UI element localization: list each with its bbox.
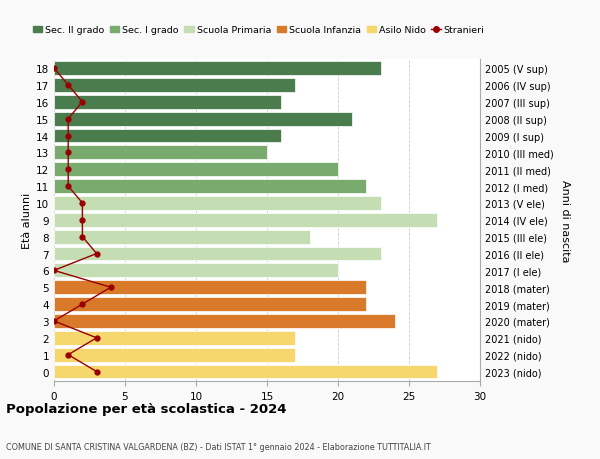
Bar — [54, 247, 380, 261]
Y-axis label: Anni di nascita: Anni di nascita — [560, 179, 570, 262]
Bar — [54, 62, 380, 76]
Bar — [54, 365, 437, 379]
Bar — [54, 348, 295, 362]
Legend: Sec. II grado, Sec. I grado, Scuola Primaria, Scuola Infanzia, Asilo Nido, Stran: Sec. II grado, Sec. I grado, Scuola Prim… — [29, 22, 488, 39]
Bar — [54, 95, 281, 109]
Bar — [54, 281, 367, 295]
Text: COMUNE DI SANTA CRISTINA VALGARDENA (BZ) - Dati ISTAT 1° gennaio 2024 - Elaboraz: COMUNE DI SANTA CRISTINA VALGARDENA (BZ)… — [6, 442, 431, 451]
Bar — [54, 146, 267, 160]
Bar — [54, 112, 352, 126]
Bar — [54, 129, 281, 143]
Bar — [54, 180, 367, 194]
Bar — [54, 314, 395, 328]
Bar — [54, 79, 295, 93]
Bar — [54, 163, 338, 177]
Bar — [54, 196, 380, 210]
Bar — [54, 297, 367, 311]
Bar — [54, 331, 295, 345]
Y-axis label: Età alunni: Età alunni — [22, 192, 32, 248]
Text: Popolazione per età scolastica - 2024: Popolazione per età scolastica - 2024 — [6, 403, 287, 415]
Bar — [54, 230, 310, 244]
Bar — [54, 213, 437, 227]
Bar — [54, 264, 338, 278]
